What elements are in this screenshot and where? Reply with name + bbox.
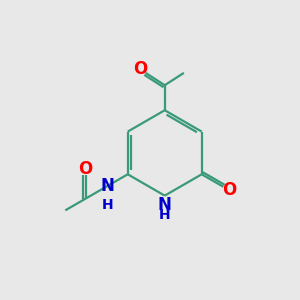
Text: H: H	[159, 208, 170, 222]
Text: N: N	[158, 196, 172, 214]
Text: O: O	[222, 181, 236, 199]
Text: N: N	[100, 177, 114, 195]
Text: O: O	[133, 60, 147, 78]
Text: O: O	[78, 160, 92, 178]
Text: H: H	[101, 198, 113, 212]
